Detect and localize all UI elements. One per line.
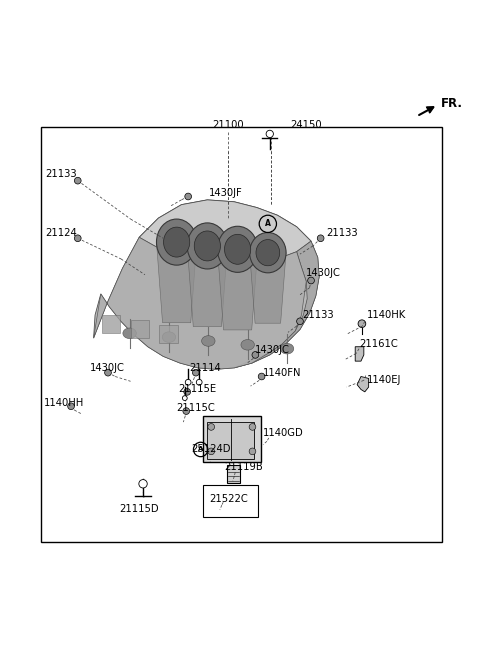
Circle shape xyxy=(208,448,215,455)
Polygon shape xyxy=(355,347,364,361)
Circle shape xyxy=(297,318,303,325)
Text: 21114: 21114 xyxy=(190,363,221,373)
Text: 21115E: 21115E xyxy=(179,384,216,394)
Ellipse shape xyxy=(164,227,190,257)
Bar xyxy=(203,417,261,462)
Text: 1140FN: 1140FN xyxy=(263,368,301,378)
Text: 21133: 21133 xyxy=(46,169,77,179)
Ellipse shape xyxy=(250,233,286,273)
Circle shape xyxy=(185,379,191,385)
Polygon shape xyxy=(187,246,228,327)
Text: 1140HK: 1140HK xyxy=(367,310,407,320)
Bar xyxy=(207,422,254,459)
Text: 21133: 21133 xyxy=(326,227,358,237)
Ellipse shape xyxy=(194,231,220,261)
Ellipse shape xyxy=(280,344,294,354)
Circle shape xyxy=(249,448,256,455)
Text: 21119B: 21119B xyxy=(225,462,264,472)
Ellipse shape xyxy=(156,219,197,265)
Text: 1430JC: 1430JC xyxy=(306,268,341,279)
Text: A: A xyxy=(265,219,271,229)
Circle shape xyxy=(266,130,274,137)
Circle shape xyxy=(208,424,215,430)
Circle shape xyxy=(68,403,74,409)
Circle shape xyxy=(258,373,265,380)
Ellipse shape xyxy=(162,332,176,342)
Ellipse shape xyxy=(225,235,251,264)
Circle shape xyxy=(249,424,256,430)
Circle shape xyxy=(196,379,202,385)
Circle shape xyxy=(252,351,259,358)
Ellipse shape xyxy=(202,336,215,346)
Text: 21161C: 21161C xyxy=(359,339,398,349)
Text: FR.: FR. xyxy=(441,97,463,110)
Bar xyxy=(131,320,149,338)
Polygon shape xyxy=(357,376,369,392)
Text: A: A xyxy=(198,447,204,453)
Polygon shape xyxy=(94,237,306,369)
Circle shape xyxy=(74,235,81,242)
Circle shape xyxy=(185,193,192,200)
Polygon shape xyxy=(156,242,197,323)
Polygon shape xyxy=(217,249,258,330)
Ellipse shape xyxy=(217,226,258,273)
Text: 1140EJ: 1140EJ xyxy=(367,375,402,386)
Bar xyxy=(227,464,240,483)
Circle shape xyxy=(184,388,191,396)
Text: 21133: 21133 xyxy=(302,310,334,320)
Bar xyxy=(102,315,120,333)
Bar xyxy=(41,127,442,542)
Bar xyxy=(203,486,258,516)
Circle shape xyxy=(308,277,314,284)
Ellipse shape xyxy=(123,328,136,338)
Text: 21115D: 21115D xyxy=(119,503,159,514)
Circle shape xyxy=(183,408,190,415)
Text: 21124: 21124 xyxy=(46,227,77,237)
Circle shape xyxy=(139,480,147,488)
Text: 24150: 24150 xyxy=(290,120,322,129)
Bar xyxy=(159,325,178,343)
Circle shape xyxy=(105,369,111,376)
Text: 21522C: 21522C xyxy=(209,494,248,504)
Circle shape xyxy=(192,369,199,376)
Circle shape xyxy=(182,396,187,401)
Polygon shape xyxy=(234,241,319,368)
Ellipse shape xyxy=(256,240,280,266)
Polygon shape xyxy=(94,200,319,369)
Text: 1430JF: 1430JF xyxy=(209,188,242,198)
Text: 1430JC: 1430JC xyxy=(90,363,125,373)
Text: 1430JC: 1430JC xyxy=(254,345,289,355)
Polygon shape xyxy=(139,200,311,266)
Text: 21100: 21100 xyxy=(212,120,244,129)
Text: 25124D: 25124D xyxy=(191,444,230,455)
Text: 1140HH: 1140HH xyxy=(44,398,84,408)
Circle shape xyxy=(74,177,81,184)
Circle shape xyxy=(358,320,366,328)
Circle shape xyxy=(317,235,324,242)
Text: 21115C: 21115C xyxy=(177,403,216,413)
Polygon shape xyxy=(250,253,286,323)
Text: 1140GD: 1140GD xyxy=(263,428,304,438)
Ellipse shape xyxy=(241,340,254,350)
Ellipse shape xyxy=(187,223,228,269)
